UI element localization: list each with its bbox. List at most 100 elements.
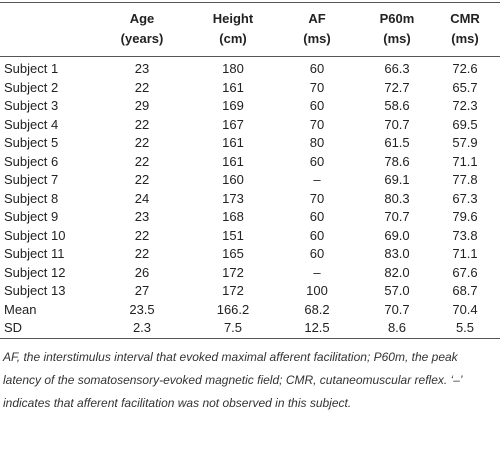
row-label: Subject 11 (4, 246, 65, 261)
table-cell: 22 (134, 135, 150, 150)
table-cell: 60 (309, 98, 325, 113)
row-label: Subject 1 (4, 61, 59, 76)
table-cell: 69.0 (384, 227, 410, 243)
row-label: Subject 2 (4, 79, 59, 95)
bottom-rule (0, 338, 500, 339)
row-label: Subject 6 (4, 153, 59, 169)
table-cell: 27 (134, 283, 150, 298)
table-cell: 23 (134, 209, 150, 224)
table-cell: – (313, 264, 321, 280)
table-cell: 60 (309, 246, 325, 261)
table-cell: 22 (134, 246, 150, 261)
table-cell: 69.1 (384, 172, 410, 187)
table-cell: 26 (134, 264, 150, 280)
table-cell: 67.6 (452, 264, 478, 280)
table-cell: 60 (309, 153, 325, 169)
table-cell: 82.0 (384, 264, 410, 280)
table-cell: 2.3 (132, 320, 152, 335)
table-cell: 165 (222, 246, 244, 261)
table-cell: 7.5 (223, 320, 243, 335)
row-label: Subject 7 (4, 172, 59, 187)
table-cell: 180 (222, 61, 244, 76)
row-label: Subject 8 (4, 190, 59, 206)
table-cell: 172 (222, 283, 244, 298)
table-cell: 151 (222, 227, 244, 243)
table-cell: 57.9 (452, 135, 478, 150)
table-cell: 67.3 (452, 190, 478, 206)
row-label: Subject 9 (4, 209, 59, 224)
table-cell: 160 (222, 172, 244, 187)
table-cell: 70 (309, 79, 325, 95)
table-cell: 161 (222, 153, 244, 169)
column-header: Height (212, 11, 254, 26)
table-cell: 73.8 (452, 227, 478, 243)
table-cell: 79.6 (452, 209, 478, 224)
table-cell: 167 (222, 116, 244, 132)
table-cell: 24 (134, 190, 150, 206)
footnote: AF, the interstimulus interval that evok… (3, 350, 462, 410)
table-cell: 22 (134, 172, 150, 187)
table-cell: 71.1 (452, 153, 478, 169)
header-rule (0, 56, 500, 57)
row-label: SD (4, 320, 23, 335)
table-cell: – (313, 172, 321, 187)
table-cell: 72.6 (452, 61, 478, 76)
column-unit: (ms) (383, 31, 411, 46)
table-cell: 70.7 (384, 209, 410, 224)
table-cell: 168 (222, 209, 244, 224)
row-label: Subject 12 (4, 264, 66, 280)
table-cell: 61.5 (384, 135, 410, 150)
table-cell: 8.6 (387, 320, 407, 335)
table-cell: 71.1 (452, 246, 478, 261)
table-cell: 5.5 (455, 320, 475, 335)
column-unit: (ms) (303, 31, 331, 46)
table-cell: 70.4 (452, 301, 478, 317)
row-label: Subject 13 (4, 283, 66, 298)
table-cell: 22 (134, 153, 150, 169)
row-label: Subject 4 (4, 116, 59, 132)
row-label: Subject 3 (4, 98, 59, 113)
table-cell: 80 (309, 135, 325, 150)
table-cell: 169 (222, 98, 244, 113)
table-cell: 22 (134, 116, 150, 132)
table-cell: 161 (222, 135, 244, 150)
row-label: Subject 5 (4, 135, 59, 150)
table-cell: 12.5 (304, 320, 330, 335)
table-cell: 78.6 (384, 153, 410, 169)
table-cell: 70.7 (384, 116, 410, 132)
table-cell: 60 (309, 227, 325, 243)
column-unit: (ms) (451, 31, 479, 46)
table-cell: 23 (134, 61, 150, 76)
top-rule (0, 2, 500, 3)
table-cell: 68.7 (452, 283, 478, 298)
column-header: Age (129, 11, 155, 26)
table-cell: 22 (134, 79, 150, 95)
table-cell: 29 (134, 98, 150, 113)
row-label: Mean (4, 301, 37, 317)
table-cell: 65.7 (452, 79, 478, 95)
table-cell: 166.2 (216, 301, 250, 317)
table-cell: 69.5 (452, 116, 478, 132)
table-cell: 68.2 (304, 301, 330, 317)
table-cell: 60 (309, 209, 325, 224)
column-header: AF (308, 11, 326, 26)
column-unit: (years) (120, 31, 164, 46)
column-unit: (cm) (219, 31, 247, 46)
table-cell: 70.7 (384, 301, 410, 317)
table-cell: 22 (134, 227, 150, 243)
table-cell: 66.3 (384, 61, 410, 76)
table-cell: 77.8 (452, 172, 478, 187)
table-cell: 58.6 (384, 98, 410, 113)
table-cell: 23.5 (129, 301, 155, 317)
table-cell: 57.0 (384, 283, 410, 298)
table-cell: 60 (309, 61, 325, 76)
table-cell: 100 (306, 283, 328, 298)
table-cell: 72.3 (452, 98, 478, 113)
table-cell: 72.7 (384, 79, 410, 95)
table-cell: 70 (309, 190, 325, 206)
table-cell: 172 (222, 264, 244, 280)
row-label: Subject 10 (4, 227, 66, 243)
column-header: CMR (450, 11, 480, 26)
table-cell: 80.3 (384, 190, 410, 206)
